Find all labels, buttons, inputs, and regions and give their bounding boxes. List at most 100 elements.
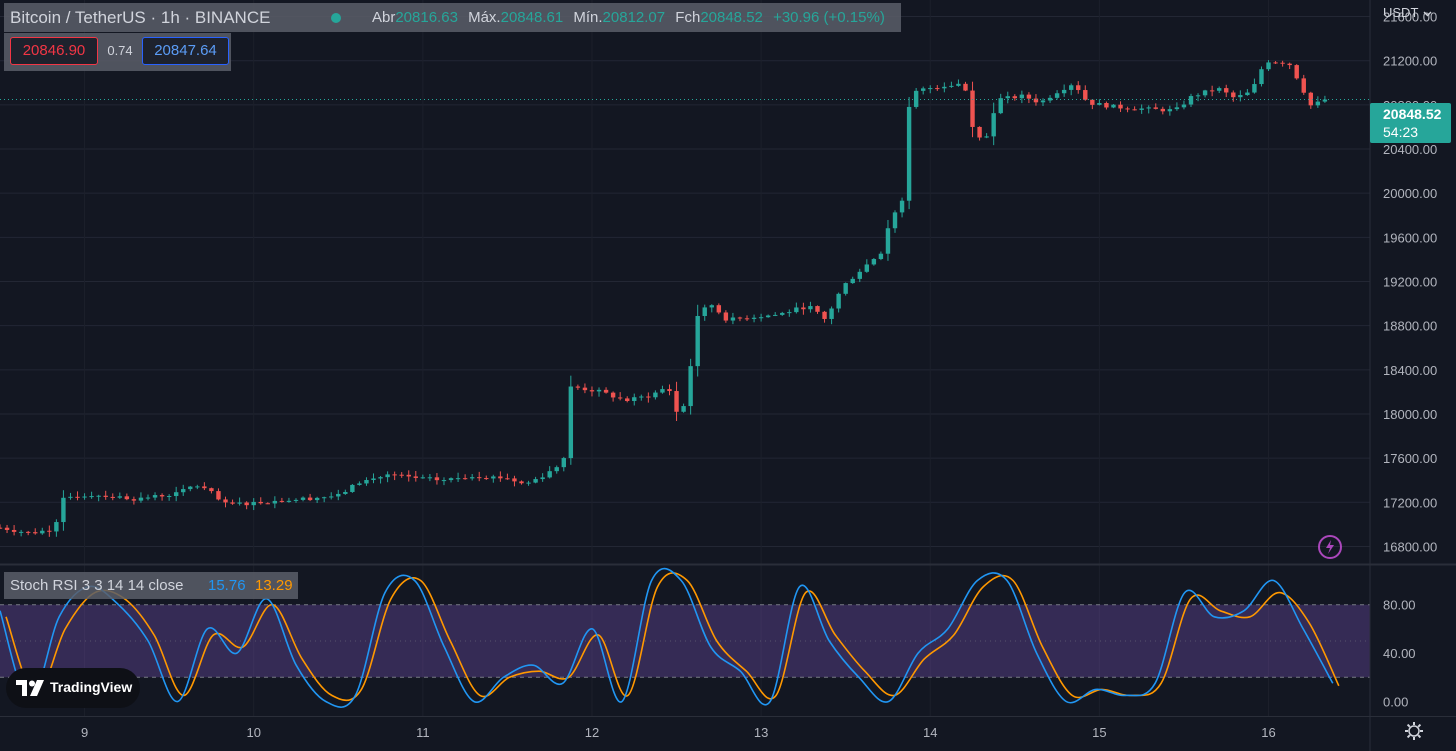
candle	[1231, 90, 1236, 102]
candle	[1033, 94, 1039, 106]
candle	[131, 496, 137, 505]
candle	[709, 304, 714, 313]
tradingview-logo-icon	[16, 680, 44, 696]
candle	[75, 491, 80, 501]
candle	[230, 499, 235, 505]
candle	[984, 133, 989, 139]
candle	[1083, 85, 1088, 101]
candle	[1188, 93, 1194, 107]
candle	[596, 387, 602, 397]
indicator-name[interactable]: Stoch RSI 3 3 14 14 close	[10, 577, 184, 594]
symbol-title[interactable]: Bitcoin / TetherUS · 1h · BINANCE	[10, 8, 271, 27]
price-tick-label: 19200.00	[1383, 275, 1437, 290]
candle	[1167, 105, 1173, 116]
candle	[829, 306, 834, 325]
gear-icon[interactable]	[1404, 721, 1424, 741]
candle	[33, 528, 38, 535]
stoch-d-line	[5, 572, 1340, 702]
candle	[765, 314, 771, 318]
last-price-label: 20848.52 54:23	[1370, 103, 1451, 143]
candle	[773, 312, 778, 317]
candle	[843, 282, 848, 296]
candle	[899, 197, 905, 218]
candle	[1097, 99, 1102, 106]
candle	[639, 394, 644, 401]
candle	[1125, 106, 1130, 113]
candle	[11, 525, 17, 536]
candle	[780, 311, 785, 316]
candle	[110, 493, 115, 501]
price-tick-label: 19600.00	[1383, 230, 1437, 245]
candle	[1068, 83, 1074, 96]
candle	[0, 524, 3, 529]
sell-button[interactable]: 20846.90	[10, 37, 98, 65]
candle	[977, 126, 982, 141]
candle	[688, 358, 693, 415]
close-value: 20848.52	[700, 9, 763, 26]
candle	[293, 498, 299, 503]
candle	[730, 312, 736, 325]
open-value: 20816.63	[395, 9, 458, 26]
candle	[357, 481, 362, 486]
candle	[1287, 62, 1292, 70]
stoch-tick-label: 0.00	[1383, 694, 1408, 709]
candle	[998, 93, 1003, 115]
candle	[1294, 64, 1299, 80]
candle	[258, 497, 263, 505]
price-tick-label: 18000.00	[1383, 407, 1437, 422]
candle	[674, 381, 679, 422]
candle	[787, 309, 792, 317]
candle	[1301, 74, 1306, 95]
candle	[124, 493, 130, 501]
time-tick-label: 9	[81, 725, 88, 740]
candle	[561, 456, 566, 472]
time-tick-label: 10	[246, 725, 260, 740]
candle	[237, 497, 242, 506]
candle	[942, 82, 947, 93]
bar-countdown: 54:23	[1383, 124, 1419, 140]
candle	[1139, 104, 1144, 114]
candle	[1174, 102, 1180, 111]
lightning-button[interactable]	[1318, 535, 1342, 559]
candle	[1245, 89, 1250, 96]
candle	[54, 519, 59, 537]
stoch-tick-label: 40.00	[1383, 646, 1416, 661]
candle	[575, 384, 581, 390]
indicator-legend[interactable]: Stoch RSI 3 3 14 14 close 15.76 13.29	[4, 572, 298, 599]
candle	[864, 259, 870, 273]
candle	[617, 392, 623, 401]
currency-menu[interactable]: USDT	[1383, 4, 1432, 22]
candle	[265, 502, 270, 505]
candle	[18, 529, 24, 537]
candle	[188, 485, 193, 492]
buy-button[interactable]: 20847.64	[142, 37, 229, 65]
candle	[512, 475, 517, 487]
candle	[244, 501, 249, 510]
candle	[632, 393, 637, 406]
time-tick-label: 12	[585, 725, 599, 740]
candle	[385, 471, 390, 483]
candle	[1308, 91, 1314, 109]
candle	[166, 494, 172, 501]
candle	[857, 268, 862, 283]
candle	[660, 385, 665, 394]
tradingview-logo[interactable]: TradingView	[6, 668, 140, 708]
candle	[1202, 89, 1208, 98]
symbol-header[interactable]: Bitcoin / TetherUS · 1h · BINANCE Abr208…	[4, 3, 901, 32]
candle	[1266, 60, 1271, 72]
candle	[540, 473, 545, 482]
candle	[822, 310, 827, 323]
candle	[195, 484, 200, 490]
candle	[878, 251, 884, 261]
candle	[681, 403, 686, 413]
candle	[1153, 103, 1158, 110]
candle	[970, 81, 975, 138]
open-label: Abr	[372, 9, 396, 26]
candle	[336, 489, 341, 501]
price-tick-label: 18400.00	[1383, 363, 1437, 378]
candle	[737, 316, 743, 322]
candle	[1273, 61, 1278, 65]
candle	[181, 484, 186, 496]
candle	[836, 292, 841, 313]
